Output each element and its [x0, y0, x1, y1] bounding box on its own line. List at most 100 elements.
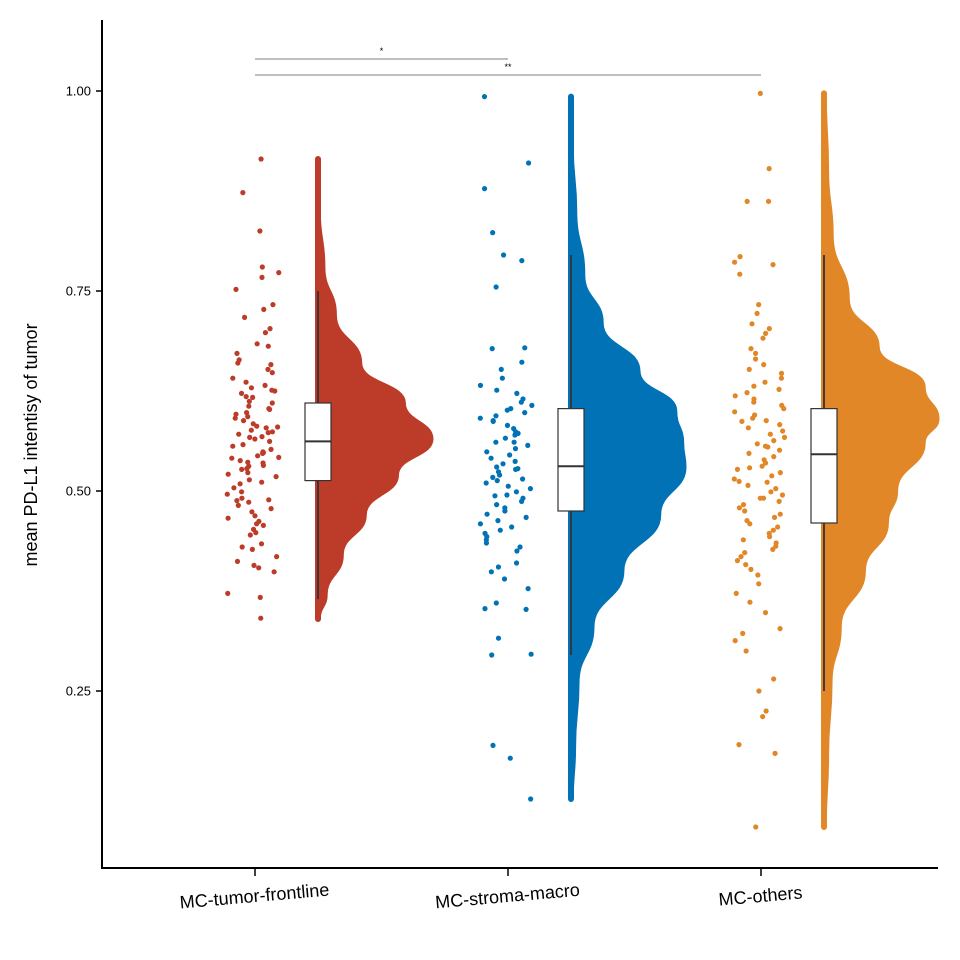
data-point-mc-stroma-macro [490, 474, 496, 480]
data-point-mc-stroma-macro [513, 489, 520, 495]
data-point-mc-others [769, 473, 775, 479]
data-point-mc-tumor-frontline [245, 470, 251, 476]
data-point-mc-tumor-frontline [268, 506, 274, 512]
data-point-mc-tumor-frontline [243, 379, 249, 385]
data-point-mc-stroma-macro [492, 493, 498, 499]
data-point-mc-tumor-frontline [262, 330, 269, 336]
data-point-mc-tumor-frontline [234, 558, 241, 565]
data-point-mc-tumor-frontline [247, 434, 253, 440]
data-point-mc-tumor-frontline [274, 424, 281, 430]
cloud-layer [315, 90, 940, 830]
data-point-mc-others [766, 534, 773, 540]
data-point-mc-tumor-frontline [258, 615, 264, 621]
data-point-mc-stroma-macro [497, 527, 503, 533]
data-point-mc-stroma-macro [512, 458, 518, 464]
data-point-mc-tumor-frontline [251, 562, 257, 569]
data-point-mc-others [747, 465, 753, 471]
data-point-mc-stroma-macro [483, 480, 489, 486]
data-point-mc-stroma-macro [481, 94, 488, 100]
data-point-mc-stroma-macro [495, 635, 502, 641]
data-point-mc-stroma-macro [502, 435, 508, 441]
data-point-mc-stroma-macro [489, 652, 495, 658]
data-point-mc-tumor-frontline [257, 594, 263, 601]
data-point-mc-tumor-frontline [265, 430, 271, 436]
significance-label: ** [504, 62, 512, 72]
data-point-mc-stroma-macro [494, 478, 500, 484]
data-point-mc-others [737, 254, 743, 260]
data-point-mc-stroma-macro [522, 410, 528, 416]
data-point-mc-stroma-macro [519, 476, 526, 482]
data-point-mc-tumor-frontline [245, 459, 251, 465]
data-point-mc-others [777, 470, 783, 476]
data-point-mc-tumor-frontline [234, 350, 240, 356]
data-point-mc-others [746, 366, 752, 372]
data-point-mc-stroma-macro [495, 518, 501, 524]
data-point-mc-tumor-frontline [249, 546, 255, 553]
box-iqr-mc-stroma-macro [557, 408, 585, 512]
data-point-mc-others [732, 409, 738, 415]
data-point-mc-stroma-macro [494, 387, 500, 393]
data-point-mc-tumor-frontline [269, 429, 276, 435]
data-point-mc-stroma-macro [502, 508, 508, 514]
data-point-mc-others [760, 714, 766, 720]
data-point-mc-tumor-frontline [269, 387, 275, 393]
data-point-mc-others [780, 428, 786, 434]
data-point-mc-tumor-frontline [256, 565, 262, 571]
data-point-mc-tumor-frontline [245, 414, 251, 420]
data-point-mc-others [778, 370, 785, 376]
data-point-mc-others [762, 610, 769, 616]
data-point-mc-others [762, 443, 769, 449]
data-point-mc-others [742, 508, 748, 514]
data-point-mc-tumor-frontline [239, 466, 245, 472]
data-point-mc-tumor-frontline [273, 474, 279, 480]
y-tick-label: 0.25 [66, 684, 91, 699]
data-point-mc-tumor-frontline [224, 491, 230, 497]
data-point-mc-others [770, 546, 776, 553]
data-point-mc-others [777, 626, 783, 632]
data-point-mc-others [766, 166, 772, 172]
data-point-mc-others [751, 399, 757, 405]
data-point-mc-others [744, 198, 750, 204]
data-point-mc-stroma-macro [488, 569, 494, 575]
data-point-mc-tumor-frontline [257, 228, 263, 234]
data-point-mc-others [754, 310, 760, 316]
y-ticks: 0.25 0.50 0.75 1.00 [66, 84, 102, 699]
data-point-mc-tumor-frontline [246, 477, 252, 483]
data-point-mc-others [745, 425, 751, 431]
data-point-mc-stroma-macro [519, 359, 525, 365]
data-point-mc-others [743, 562, 749, 568]
data-point-mc-tumor-frontline [238, 489, 245, 495]
data-point-mc-others [770, 262, 776, 268]
data-point-mc-others [746, 450, 752, 456]
data-point-mc-others [736, 742, 742, 748]
box-iqr-mc-others [810, 408, 838, 524]
data-point-mc-tumor-frontline [261, 306, 267, 312]
data-point-mc-others [759, 463, 765, 469]
data-point-mc-stroma-macro [499, 375, 505, 381]
data-point-mc-tumor-frontline [230, 375, 236, 381]
data-point-mc-tumor-frontline [263, 425, 269, 431]
data-point-mc-tumor-frontline [243, 394, 249, 400]
data-point-mc-others [757, 90, 763, 96]
data-point-mc-stroma-macro [507, 452, 513, 458]
data-point-mc-others [750, 415, 756, 421]
point-layer [224, 90, 788, 830]
data-point-mc-others [766, 326, 772, 332]
data-point-mc-others [763, 330, 769, 336]
data-point-mc-stroma-macro [525, 442, 531, 448]
data-point-mc-tumor-frontline [239, 495, 245, 501]
x-tick-label-mc-stroma-macro: MC-stroma-macro [434, 880, 580, 913]
data-point-mc-stroma-macro [504, 422, 511, 428]
data-point-mc-others [740, 502, 747, 508]
data-point-mc-stroma-macro [493, 413, 499, 419]
data-point-mc-others [738, 554, 744, 560]
data-point-mc-tumor-frontline [259, 264, 265, 270]
data-point-mc-stroma-macro [482, 606, 488, 612]
data-point-mc-others [756, 688, 762, 694]
data-point-mc-tumor-frontline [250, 394, 256, 400]
y-tick-label: 0.75 [66, 284, 91, 299]
data-point-mc-others [756, 302, 762, 308]
y-tick-label: 0.50 [66, 484, 91, 499]
data-point-mc-stroma-macro [528, 796, 534, 802]
